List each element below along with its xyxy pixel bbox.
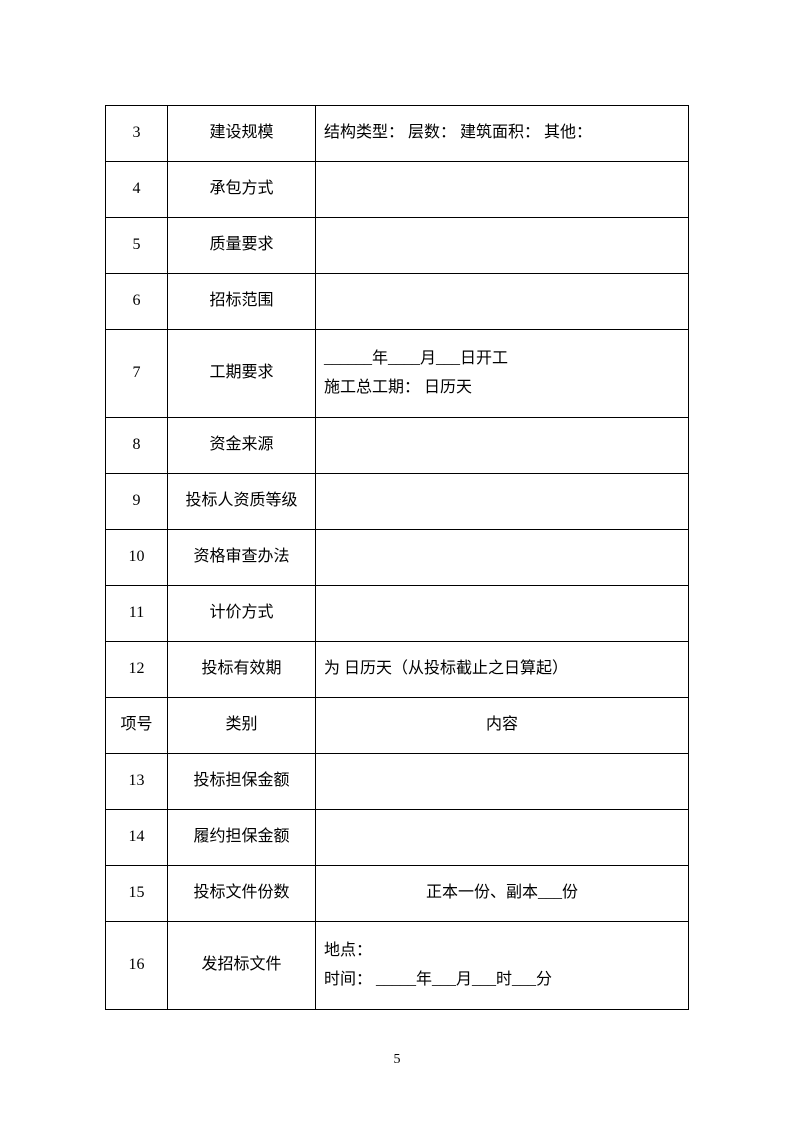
table-row: 16 发招标文件 地点：时间： _____年___月___时___分 (106, 922, 689, 1010)
table-row: 14 履约担保金额 (106, 810, 689, 866)
row-number: 13 (106, 754, 168, 810)
row-number: 6 (106, 274, 168, 330)
table-body: 3 建设规模 结构类型： 层数： 建筑面积： 其他： 4 承包方式 5 质量要求… (106, 106, 689, 1010)
table-row: 13 投标担保金额 (106, 754, 689, 810)
table-row: 4 承包方式 (106, 162, 689, 218)
table-row: 7 工期要求 ______年____月___日开工施工总工期： 日历天 (106, 330, 689, 418)
row-number: 16 (106, 922, 168, 1010)
row-content: 结构类型： 层数： 建筑面积： 其他： (316, 106, 689, 162)
row-content (316, 586, 689, 642)
row-content: 内容 (316, 698, 689, 754)
row-label: 承包方式 (168, 162, 316, 218)
row-label: 建设规模 (168, 106, 316, 162)
page-number: 5 (394, 1052, 401, 1068)
page-container: 3 建设规模 结构类型： 层数： 建筑面积： 其他： 4 承包方式 5 质量要求… (0, 0, 794, 1123)
row-label: 投标人资质等级 (168, 474, 316, 530)
row-number: 项号 (106, 698, 168, 754)
row-label: 履约担保金额 (168, 810, 316, 866)
table-row: 11 计价方式 (106, 586, 689, 642)
row-number: 4 (106, 162, 168, 218)
row-content (316, 274, 689, 330)
row-label: 类别 (168, 698, 316, 754)
row-number: 12 (106, 642, 168, 698)
row-number: 10 (106, 530, 168, 586)
row-content: ______年____月___日开工施工总工期： 日历天 (316, 330, 689, 418)
row-label: 发招标文件 (168, 922, 316, 1010)
row-content (316, 810, 689, 866)
row-label: 投标文件份数 (168, 866, 316, 922)
row-number: 11 (106, 586, 168, 642)
table-row: 3 建设规模 结构类型： 层数： 建筑面积： 其他： (106, 106, 689, 162)
row-number: 9 (106, 474, 168, 530)
table-row: 12 投标有效期 为 日历天（从投标截止之日算起） (106, 642, 689, 698)
row-content: 为 日历天（从投标截止之日算起） (316, 642, 689, 698)
table-row: 15 投标文件份数 正本一份、副本___份 (106, 866, 689, 922)
row-content (316, 162, 689, 218)
row-content (316, 218, 689, 274)
row-label: 计价方式 (168, 586, 316, 642)
row-number: 15 (106, 866, 168, 922)
row-label: 招标范围 (168, 274, 316, 330)
table-row: 项号 类别 内容 (106, 698, 689, 754)
row-number: 8 (106, 418, 168, 474)
row-label: 资格审查办法 (168, 530, 316, 586)
row-content: 地点：时间： _____年___月___时___分 (316, 922, 689, 1010)
row-label: 资金来源 (168, 418, 316, 474)
row-label: 质量要求 (168, 218, 316, 274)
data-table: 3 建设规模 结构类型： 层数： 建筑面积： 其他： 4 承包方式 5 质量要求… (105, 105, 689, 1010)
table-row: 6 招标范围 (106, 274, 689, 330)
row-content: 正本一份、副本___份 (316, 866, 689, 922)
row-content (316, 474, 689, 530)
row-label: 工期要求 (168, 330, 316, 418)
row-number: 3 (106, 106, 168, 162)
row-label: 投标有效期 (168, 642, 316, 698)
row-number: 7 (106, 330, 168, 418)
row-content (316, 530, 689, 586)
table-row: 5 质量要求 (106, 218, 689, 274)
table-row: 9 投标人资质等级 (106, 474, 689, 530)
table-row: 8 资金来源 (106, 418, 689, 474)
row-number: 5 (106, 218, 168, 274)
row-number: 14 (106, 810, 168, 866)
row-content (316, 754, 689, 810)
row-label: 投标担保金额 (168, 754, 316, 810)
row-content (316, 418, 689, 474)
table-row: 10 资格审查办法 (106, 530, 689, 586)
